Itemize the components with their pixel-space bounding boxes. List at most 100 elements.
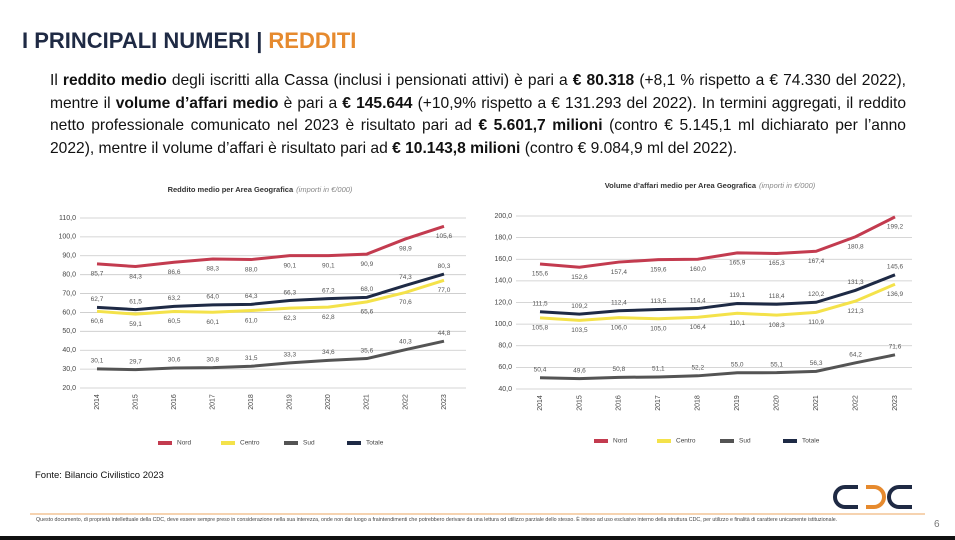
y-tick-label: 40,0	[498, 386, 512, 393]
chart-subtitle: (importi in €/000)	[759, 181, 816, 190]
y-tick-label: 140,0	[494, 278, 512, 285]
x-tick-label: 2019	[734, 395, 741, 411]
data-label: 106,0	[611, 324, 628, 331]
data-label: 109,2	[571, 303, 588, 310]
data-label: 51,1	[652, 366, 665, 373]
chart-subtitle: (importi in €/000)	[296, 185, 353, 194]
data-label: 136,9	[887, 291, 904, 298]
data-label: 145,6	[887, 264, 904, 271]
data-label: 65,6	[361, 309, 374, 316]
data-label: 165,9	[729, 260, 746, 267]
data-label: 66,3	[283, 289, 296, 296]
title-main: I PRINCIPALI NUMERI |	[22, 28, 263, 53]
body-text: Il reddito medio degli iscritti alla Cas…	[50, 70, 906, 160]
data-label: 159,6	[650, 266, 667, 273]
y-tick-label: 80,0	[498, 343, 512, 350]
series-line	[96, 278, 445, 316]
y-tick-label: 60,0	[498, 364, 512, 371]
data-label: 67,3	[322, 287, 335, 294]
x-tick-label: 2018	[695, 395, 702, 411]
data-label: 77,0	[438, 287, 451, 294]
data-label: 60,1	[206, 319, 219, 326]
text: (+8,1 % rispetto a € 74.330 del 2022), m…	[50, 72, 906, 112]
data-label: 61,5	[129, 298, 142, 305]
series-line	[96, 272, 445, 312]
series-line	[539, 353, 896, 381]
page-number: 6	[934, 519, 940, 530]
x-tick-label: 2014	[94, 394, 101, 410]
x-tick-label: 2023	[892, 395, 899, 411]
text: (contro € 5.145,1 ml dichiarato per l’an…	[50, 117, 906, 157]
x-tick-label: 2018	[248, 394, 255, 410]
y-tick-label: 20,0	[62, 385, 76, 392]
data-label: 84,3	[129, 273, 142, 280]
data-label: 59,1	[129, 321, 142, 328]
data-label: 120,2	[808, 291, 825, 298]
x-tick-label: 2020	[774, 395, 781, 411]
legend-swatch	[347, 441, 361, 445]
data-label: 29,7	[129, 358, 142, 365]
data-label: 157,4	[611, 269, 628, 276]
data-label: 105,8	[532, 325, 549, 332]
data-label: 118,4	[769, 293, 785, 300]
y-tick-label: 60,0	[62, 309, 76, 316]
data-label: 62,8	[322, 314, 335, 321]
y-tick-label: 80,0	[62, 272, 76, 279]
data-label: 108,3	[769, 322, 786, 329]
bold-text: € 80.318	[572, 72, 635, 89]
data-label: 30,1	[91, 358, 104, 365]
legend-swatch	[657, 439, 671, 443]
x-tick-label: 2022	[402, 394, 409, 410]
x-tick-label: 2021	[813, 395, 820, 411]
data-label: 44,8	[438, 330, 451, 337]
data-label: 86,6	[168, 269, 181, 276]
legend-swatch	[720, 439, 734, 443]
data-label: 52,2	[691, 365, 704, 372]
data-label: 34,6	[322, 349, 335, 356]
data-label: 110,9	[808, 319, 824, 326]
x-tick-label: 2015	[132, 394, 139, 410]
bottom-bar	[0, 536, 955, 540]
data-label: 90,9	[361, 261, 374, 268]
y-tick-label: 160,0	[494, 256, 512, 263]
data-label: 74,3	[399, 274, 412, 281]
data-label: 105,0	[650, 325, 667, 332]
chart-title: Reddito medio per Area Geografica (import…	[168, 185, 353, 194]
text: (contro € 9.084,9 ml del 2022).	[520, 139, 738, 157]
data-label: 62,3	[283, 315, 296, 322]
data-label: 68,0	[361, 286, 374, 293]
data-label: 50,8	[613, 366, 626, 373]
y-tick-label: 110,0	[59, 215, 76, 222]
text: è pari a	[278, 94, 343, 112]
chart-title-text: Reddito medio per Area Geografica	[168, 185, 294, 194]
x-tick-label: 2017	[210, 394, 217, 410]
y-tick-label: 90,0	[62, 253, 76, 260]
chart-title: Volume d’affari medio per Area Geografic…	[605, 181, 816, 190]
x-tick-label: 2020	[325, 394, 332, 410]
data-label: 56,3	[810, 360, 823, 367]
data-label: 31,5	[245, 355, 258, 362]
data-label: 35,6	[361, 347, 374, 354]
data-label: 165,3	[769, 260, 786, 267]
data-label: 55,1	[770, 361, 783, 368]
y-tick-label: 70,0	[62, 290, 76, 297]
y-tick-label: 30,0	[62, 366, 76, 373]
title-accent: REDDITI	[268, 28, 357, 53]
data-label: 103,5	[571, 327, 588, 334]
legend-label: Totale	[366, 440, 384, 447]
data-label: 111,5	[532, 300, 548, 307]
data-label: 30,6	[168, 357, 181, 364]
logo	[833, 485, 912, 509]
legend-swatch	[594, 439, 608, 443]
disclaimer: Questo documento, di proprietà intellett…	[36, 517, 838, 523]
series-line	[539, 282, 896, 322]
legend-label: Nord	[613, 438, 627, 445]
data-label: 60,6	[91, 318, 104, 325]
data-label: 64,3	[245, 293, 258, 300]
data-label: 61,0	[245, 317, 258, 324]
data-label: 88,0	[245, 266, 258, 273]
bold-text: € 5.601,7 milioni	[478, 117, 603, 134]
data-label: 110,1	[729, 320, 745, 327]
